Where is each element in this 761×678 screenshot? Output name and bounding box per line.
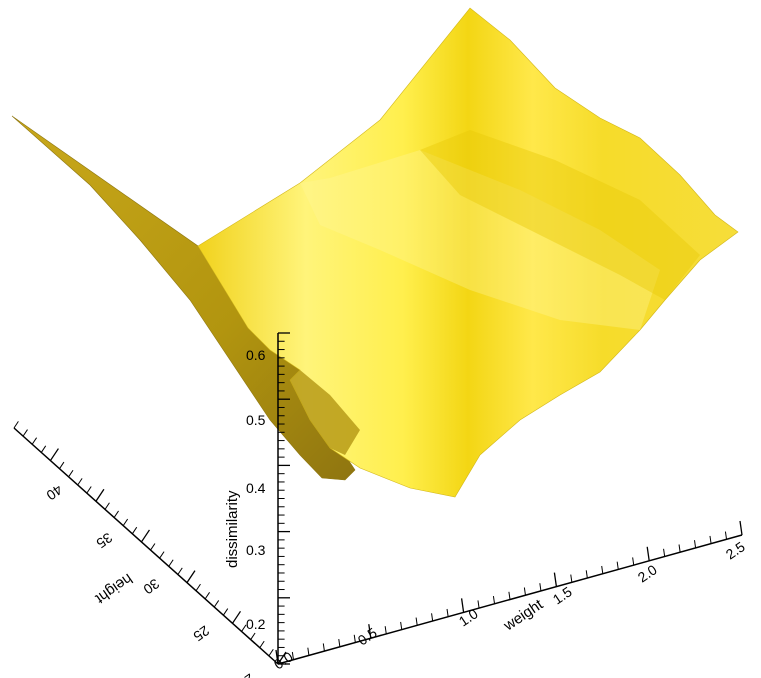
y-axis-tick <box>259 640 265 649</box>
x-axis-tick <box>368 624 372 639</box>
x-axis-tick <box>694 540 697 548</box>
y-axis-tick <box>268 648 274 657</box>
y-axis-tick <box>131 526 138 535</box>
x-axis-tick <box>384 626 387 634</box>
y-axis-tick <box>250 632 256 640</box>
x-axis-tick <box>460 598 465 613</box>
y-axis-tick <box>31 437 38 445</box>
y-axis-tick <box>177 567 183 575</box>
surface-front-edge <box>290 370 360 455</box>
x-axis-title: weight <box>500 596 547 635</box>
x-axis-tick <box>523 587 526 596</box>
surface-valley-band <box>420 130 700 300</box>
x-axis-tick <box>739 520 743 536</box>
x-axis-tick <box>291 651 294 660</box>
x-axis-tick <box>632 557 635 566</box>
x-axis-tick <box>492 596 496 604</box>
x-tick-label: 0.0 <box>271 648 296 672</box>
z-tick-labels: 0.2 0.3 0.4 0.5 0.6 <box>246 347 266 632</box>
y-axis-tick <box>95 488 105 502</box>
x-axis-tick <box>678 544 681 553</box>
x-axis-tick <box>446 608 449 617</box>
z-axis-title: dissimilarity <box>224 490 241 568</box>
y-tick-label: 30 <box>140 576 162 598</box>
y-axis-tick <box>168 559 174 567</box>
y-axis-tick <box>13 421 19 429</box>
surface-ridge-band <box>300 150 660 330</box>
x-axis-tick <box>585 570 588 579</box>
y-axis-tick <box>195 583 201 592</box>
y-axis-tick <box>40 445 47 453</box>
y-axis-tick <box>159 551 165 559</box>
z-tick-label: 0.2 <box>246 616 266 632</box>
y-axis-tick <box>77 478 83 486</box>
x-axis-tick <box>663 548 666 557</box>
y-axis-tick <box>22 429 28 437</box>
y-axis-tick <box>113 510 119 518</box>
y-axis-tick <box>222 608 229 616</box>
y-axis-tick <box>86 486 92 494</box>
y-axis-line <box>13 427 279 665</box>
x-axis-tick <box>724 531 728 540</box>
x-axis-tick <box>477 600 480 609</box>
x-axis-tick <box>431 613 434 622</box>
y-axis-tick <box>122 518 129 526</box>
axes <box>13 332 743 665</box>
y-tick-labels: 20 25 30 35 40 <box>43 482 257 678</box>
x-axis-tick <box>508 591 511 600</box>
x-axis-tick <box>601 565 604 574</box>
y-axis-tick <box>213 600 220 608</box>
y-axis-tick <box>277 651 287 665</box>
x-tick-label: 0.5 <box>355 624 380 648</box>
x-axis-tick <box>415 617 418 626</box>
surface-mesh <box>11 7 739 498</box>
y-tick-label: 40 <box>43 482 65 504</box>
x-axis-tick <box>275 649 279 665</box>
x-axis-tick <box>338 639 341 647</box>
y-axis-tick <box>231 610 242 624</box>
y-axis-tick <box>150 543 156 551</box>
z-tick-label: 0.3 <box>246 542 266 558</box>
x-axis-tick <box>307 647 310 656</box>
x-axis-tick <box>322 643 325 652</box>
y-axis-tick <box>204 592 210 600</box>
y-axis-title: height <box>92 570 136 608</box>
y-axis-tick <box>49 448 59 461</box>
y-tick-label: 35 <box>93 530 115 552</box>
x-axis-tick <box>616 561 619 570</box>
y-axis-tick <box>104 502 110 510</box>
y-tick-label: 25 <box>190 623 212 645</box>
x-tick-label: 2.0 <box>635 561 660 585</box>
x-axis-tick <box>539 583 542 591</box>
y-tick-label: 20 <box>235 671 257 678</box>
x-axis-tick <box>646 546 650 561</box>
y-axis-tick <box>140 529 150 543</box>
y-axis-tick <box>186 570 196 583</box>
x-axis-tick <box>353 634 356 643</box>
x-axis-tick <box>553 572 558 587</box>
x-axis-tick <box>709 535 712 544</box>
x-axis-tick <box>570 574 573 583</box>
z-tick-label: 0.4 <box>246 480 266 496</box>
z-tick-label: 0.6 <box>246 347 266 363</box>
x-tick-labels: 0.0 0.5 1.0 1.5 2.0 2.5 <box>271 538 748 672</box>
y-axis-tick <box>241 624 247 632</box>
y-axis-tick <box>68 469 74 478</box>
x-tick-label: 2.5 <box>723 538 748 562</box>
y-axis-tick <box>59 461 65 469</box>
x-axis-tick <box>400 621 403 630</box>
z-tick-label: 0.5 <box>246 412 266 428</box>
